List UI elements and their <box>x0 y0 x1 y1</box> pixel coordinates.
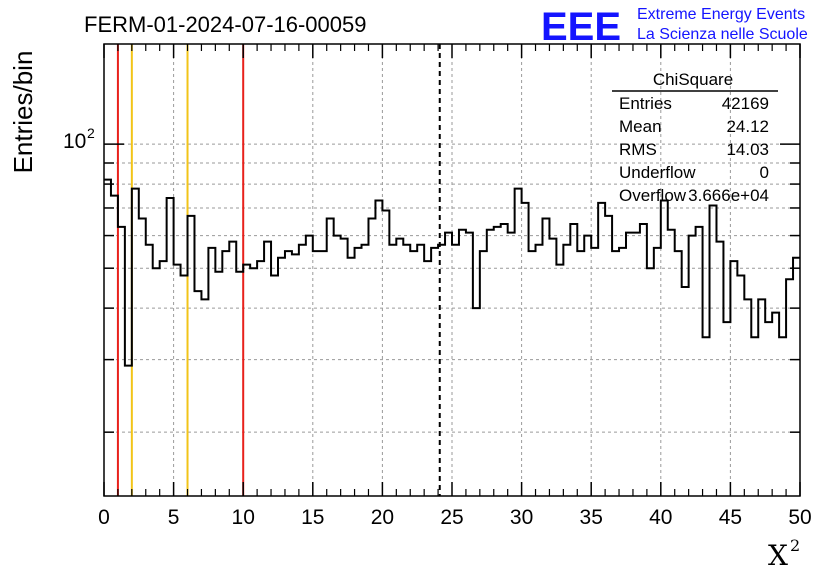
stats-label: Entries <box>619 94 672 113</box>
x-axis-label: X 2 <box>768 536 800 572</box>
x-axis-label-superscript: 2 <box>790 536 800 555</box>
y-tick-label-100: 10 2 <box>63 125 95 153</box>
x-tick-label: 20 <box>371 506 394 529</box>
x-tick-label: 15 <box>301 506 324 529</box>
x-tick-label: 5 <box>168 506 180 529</box>
histogram-outline <box>104 178 800 367</box>
y-axis-label: Entries/bin <box>8 51 38 174</box>
y-tick-label-base: 10 <box>63 130 86 153</box>
x-tick-label: 35 <box>580 506 603 529</box>
x-tick-label: 30 <box>510 506 533 529</box>
logo-line-2: La Scienza nelle Scuole <box>637 26 808 43</box>
logo-mark: EEE <box>541 5 621 49</box>
y-tick-label-exponent: 2 <box>87 125 95 141</box>
x-tick-label: 10 <box>232 506 255 529</box>
x-tick-label: 0 <box>98 506 110 529</box>
chart-title: FERM-01-2024-07-16-00059 <box>84 12 367 37</box>
stats-box: ChiSquare Entries 42169 Mean 24.12 RMS 14.03 U… <box>612 70 778 205</box>
x-tick-label: 45 <box>719 506 742 529</box>
stats-label: Overflow <box>619 186 687 205</box>
stats-title: ChiSquare <box>653 70 733 89</box>
stats-value: 14.03 <box>726 140 769 159</box>
x-axis-label-base: X <box>768 539 788 572</box>
eee-logo: EEE Extreme Energy Events La Scienza nel… <box>541 5 808 49</box>
x-tick-label: 25 <box>440 506 463 529</box>
stats-value: 42169 <box>722 94 769 113</box>
x-axis: 0 5 10 15 20 25 30 35 40 45 50 <box>98 44 812 529</box>
x-tick-label: 40 <box>649 506 672 529</box>
stats-label: RMS <box>619 140 657 159</box>
stats-label: Mean <box>619 117 662 136</box>
stats-label: Underflow <box>619 163 696 182</box>
stats-value: 24.12 <box>726 117 769 136</box>
stats-value: 3.666e+04 <box>688 186 769 205</box>
x-tick-label: 50 <box>788 506 811 529</box>
stats-value: 0 <box>760 163 769 182</box>
logo-line-1: Extreme Energy Events <box>637 6 805 23</box>
y-axis <box>104 143 800 433</box>
